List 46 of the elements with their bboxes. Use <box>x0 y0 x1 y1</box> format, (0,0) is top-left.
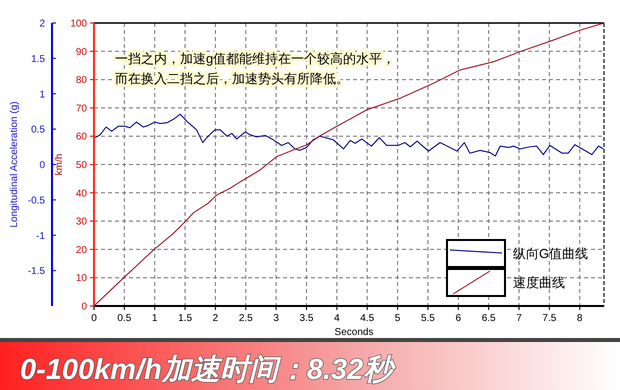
legend-label: 速度曲线 <box>513 275 565 290</box>
x-tick-label: 7.5 <box>542 313 557 324</box>
x-tick-label: 4 <box>334 313 340 324</box>
x-tick-label: 1 <box>152 313 158 324</box>
annotation: 而在换入二挡之后，加速势头有所降低。 <box>115 71 349 86</box>
x-tick-label: 4.5 <box>360 313 375 324</box>
y2-tick-label: 1 <box>39 89 46 100</box>
x-tick-label: 8 <box>576 313 583 324</box>
x-tick-label: 2.5 <box>238 313 254 324</box>
y-tick-label: 50 <box>76 160 88 171</box>
y-tick-label: 10 <box>76 273 88 284</box>
y2-tick-label: -1.5 <box>28 266 46 278</box>
x-tick-label: 6 <box>456 313 462 324</box>
y2-tick-label: 2 <box>39 18 46 30</box>
y-tick-label: 70 <box>76 103 88 114</box>
y2-tick-label: 1.5 <box>31 54 46 65</box>
line-series <box>94 114 604 157</box>
y-tick-label: 40 <box>76 188 88 200</box>
y-axis-title: km/h <box>54 154 65 176</box>
x-tick-label: 5.5 <box>420 313 436 324</box>
x-tick-label: 0.5 <box>117 313 132 324</box>
x-tick-label: 0 <box>91 313 98 324</box>
x-tick-label: 5 <box>394 313 401 324</box>
x-tick-label: 1.5 <box>178 313 192 324</box>
y2-tick-label: -0.5 <box>28 195 46 206</box>
x-axis-title: Seconds <box>334 327 374 338</box>
x-tick-label: 2 <box>212 313 219 324</box>
y-tick-label: 100 <box>70 18 88 30</box>
y2-tick-label: 0.5 <box>31 124 46 136</box>
annotation: 一挡之内，加速g值都能维持在一个较高的水平， <box>115 51 396 66</box>
x-tick-label: 6.5 <box>482 313 496 324</box>
x-tick-label: 3.5 <box>300 313 314 324</box>
line-series <box>94 22 604 306</box>
x-tick-label: 3 <box>273 313 280 324</box>
x-tick-label: 7 <box>516 313 522 324</box>
y2-tick-label: 0 <box>39 160 46 171</box>
y-tick-label: 0 <box>81 302 88 312</box>
y-tick-label: 60 <box>76 132 88 143</box>
y-tick-label: 20 <box>76 244 88 256</box>
legend-label: 纵向G值曲线 <box>513 246 588 261</box>
y2-axis-title: Longitudinal Acceleration (g) <box>9 101 20 228</box>
y-tick-label: 90 <box>76 46 88 58</box>
y-tick-label: 30 <box>76 216 88 228</box>
y2-tick-label: -1 <box>36 230 46 242</box>
text: 0-100km/h加速时间：8.32秒 <box>20 354 396 386</box>
y-tick-label: 80 <box>76 75 88 86</box>
